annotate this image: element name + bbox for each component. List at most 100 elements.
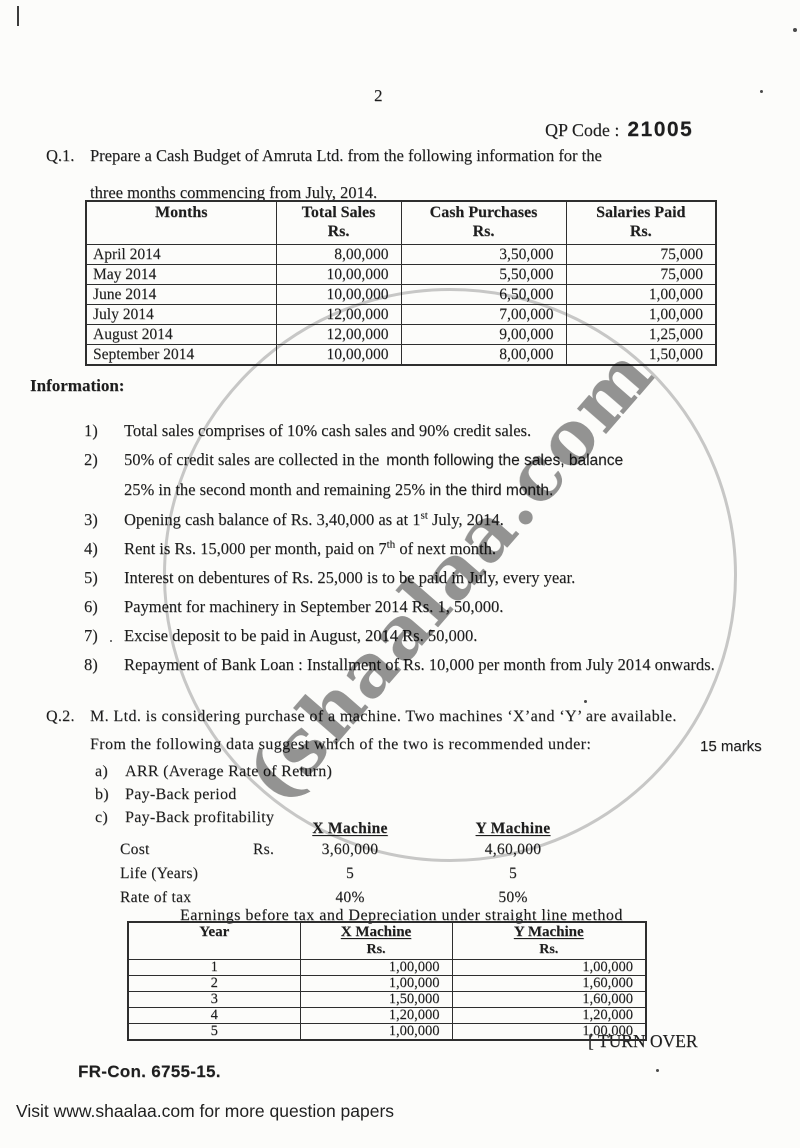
earnings-row: 5 1,00,000 1,00,000 — [127, 1023, 647, 1041]
year-cell: 1 — [127, 959, 301, 976]
y-earning-cell: 1,20,000 — [451, 1007, 647, 1024]
q1-label: Q.1. — [46, 146, 75, 165]
col-header-salaries-paid: Salaries Paid Rs. — [565, 200, 717, 245]
q2-label: Q.2. — [46, 708, 75, 725]
q1-text-line2: three months commencing from July, 2014. — [90, 183, 378, 202]
salaries-cell: 75,000 — [565, 244, 717, 265]
month-cell: July 2014 — [85, 304, 277, 325]
col-header-x-machine: X Machine Rs. — [299, 921, 453, 960]
col-header-year: Year — [127, 921, 301, 960]
table-row: June 2014 10,00,000 6,50,000 1,00,000 — [85, 284, 717, 305]
table-row: April 2014 8,00,000 3,50,000 75,000 — [85, 244, 717, 265]
info-item-5: 5) Interest on debentures of Rs. 25,000 … — [84, 568, 576, 587]
y-earning-cell: 1,60,000 — [451, 975, 647, 992]
spec-row-life: Life (Years) 5 5 — [120, 865, 518, 882]
spec-row-cost: Cost Rs. 3,60,000 4,60,000 — [120, 841, 542, 858]
earnings-caption: Earnings before tax and Depreciation und… — [180, 907, 623, 924]
month-cell: June 2014 — [85, 284, 277, 305]
spec-row-rate: Rate of tax 40% 50% — [120, 889, 528, 906]
table-row: September 2014 10,00,000 8,00,000 1,50,0… — [85, 344, 717, 366]
salaries-cell: 1,00,000 — [565, 284, 717, 305]
total-sales-cell: 10,00,000 — [275, 344, 402, 366]
earnings-row: 3 1,50,000 1,60,000 — [127, 991, 647, 1008]
x-earning-cell: 1,20,000 — [299, 1007, 453, 1024]
site-footer-text: Visit www.shaalaa.com for more question … — [16, 1101, 395, 1121]
earnings-row: 4 1,20,000 1,20,000 — [127, 1007, 647, 1024]
spec-header-row: X Machine Y Machine — [0, 820, 800, 842]
table-row: July 2014 12,00,000 7,00,000 1,00,000 — [85, 304, 717, 325]
y-earning-cell: 1,00,000 — [451, 959, 647, 976]
info-item-6: 6) Payment for machinery in September 20… — [84, 597, 504, 616]
year-cell: 2 — [127, 975, 301, 992]
info-item-3: 3) Opening cash balance of Rs. 3,40,000 … — [84, 509, 504, 529]
x-earning-cell: 1,50,000 — [299, 991, 453, 1008]
cash-purchases-cell: 3,50,000 — [400, 244, 567, 265]
cash-purchases-cell: 6,50,000 — [400, 284, 567, 305]
total-sales-cell: 12,00,000 — [275, 304, 402, 325]
x-earning-cell: 1,00,000 — [299, 975, 453, 992]
page-number: 2 — [374, 86, 383, 105]
y-machine-header: Y Machine — [475, 820, 551, 837]
qp-code: QP Code : 21005 — [545, 118, 693, 142]
q2-option-b: b) Pay-Back period — [95, 786, 237, 803]
q2-marks: 15 marks — [700, 738, 762, 755]
col-header-total-sales: Total Sales Rs. — [275, 200, 402, 245]
cash-purchases-cell: 9,00,000 — [400, 324, 567, 345]
scan-speck — [110, 640, 112, 642]
total-sales-cell: 10,00,000 — [275, 284, 402, 305]
q2-option-c: c) Pay-Back profitability — [95, 809, 275, 826]
qp-code-label: QP Code : — [545, 120, 620, 140]
cash-purchases-cell: 7,00,000 — [400, 304, 567, 325]
col-header-cash-purchases: Cash Purchases Rs. — [400, 200, 567, 245]
info-item-1: 1) Total sales comprises of 10% cash sal… — [84, 421, 532, 440]
x-machine-header: X Machine — [312, 820, 388, 837]
salaries-cell: 75,000 — [565, 264, 717, 285]
earnings-header-row: Year X Machine Rs. Y Machine Rs. — [127, 921, 647, 960]
cash-purchases-cell: 5,50,000 — [400, 264, 567, 285]
scan-speck — [760, 90, 763, 93]
year-cell: 4 — [127, 1007, 301, 1024]
q2-text-line2: From the following data suggest which of… — [90, 736, 592, 753]
q2-option-a: a) ARR (Average Rate of Return) — [95, 763, 333, 780]
x-earning-cell: 1,00,000 — [299, 1023, 453, 1041]
cash-budget-table: Months Total Sales Rs. Cash Purchases Rs. … — [85, 200, 717, 366]
col-header-months: Months — [85, 200, 277, 245]
col-header-y-machine: Y Machine Rs. — [451, 921, 647, 960]
info-item-8: 8) Repayment of Bank Loan : Installment … — [84, 655, 715, 674]
information-list: 1) Total sales comprises of 10% cash sal… — [84, 416, 748, 679]
info-item-4: 4) Rent is Rs. 15,000 per month, paid on… — [84, 538, 497, 558]
q2-text-line1: M. Ltd. is considering purchase of a mac… — [90, 708, 677, 725]
table-header-row: Months Total Sales Rs. Cash Purchases Rs. … — [85, 200, 717, 245]
total-sales-cell: 12,00,000 — [275, 324, 402, 345]
q2-options-list: a) ARR (Average Rate of Return) b) Pay-B… — [95, 760, 332, 829]
salaries-cell: 1,50,000 — [565, 344, 717, 366]
month-cell: April 2014 — [85, 244, 277, 265]
salaries-cell: 1,00,000 — [565, 304, 717, 325]
month-cell: September 2014 — [85, 344, 277, 366]
scan-speck — [584, 700, 587, 703]
earnings-row: 2 1,00,000 1,60,000 — [127, 975, 647, 992]
salaries-cell: 1,25,000 — [565, 324, 717, 345]
table-row: May 2014 10,00,000 5,50,000 75,000 — [85, 264, 717, 285]
earnings-row: 1 1,00,000 1,00,000 — [127, 959, 647, 976]
earnings-table: Year X Machine Rs. Y Machine Rs. 1 1,00,00… — [127, 921, 647, 1041]
total-sales-cell: 10,00,000 — [275, 264, 402, 285]
scan-corner-mark — [17, 6, 19, 26]
month-cell: May 2014 — [85, 264, 277, 285]
table-row: August 2014 12,00,000 9,00,000 1,25,000 — [85, 324, 717, 345]
cash-purchases-cell: 8,00,000 — [400, 344, 567, 366]
year-cell: 5 — [127, 1023, 301, 1041]
scan-speck — [793, 28, 797, 32]
information-heading: Information: — [30, 376, 125, 395]
total-sales-cell: 8,00,000 — [275, 244, 402, 265]
q1-text-line1: Prepare a Cash Budget of Amruta Ltd. fro… — [90, 146, 602, 165]
month-cell: August 2014 — [85, 324, 277, 345]
y-earning-cell: 1,00,000 — [451, 1023, 647, 1041]
x-earning-cell: 1,00,000 — [299, 959, 453, 976]
scan-speck — [656, 1069, 659, 1072]
year-cell: 3 — [127, 991, 301, 1008]
info-item-7: 7) Excise deposit to be paid in August, … — [84, 626, 478, 645]
info-item-2: 2) 50% of credit sales are collected in … — [84, 450, 624, 499]
y-earning-cell: 1,60,000 — [451, 991, 647, 1008]
